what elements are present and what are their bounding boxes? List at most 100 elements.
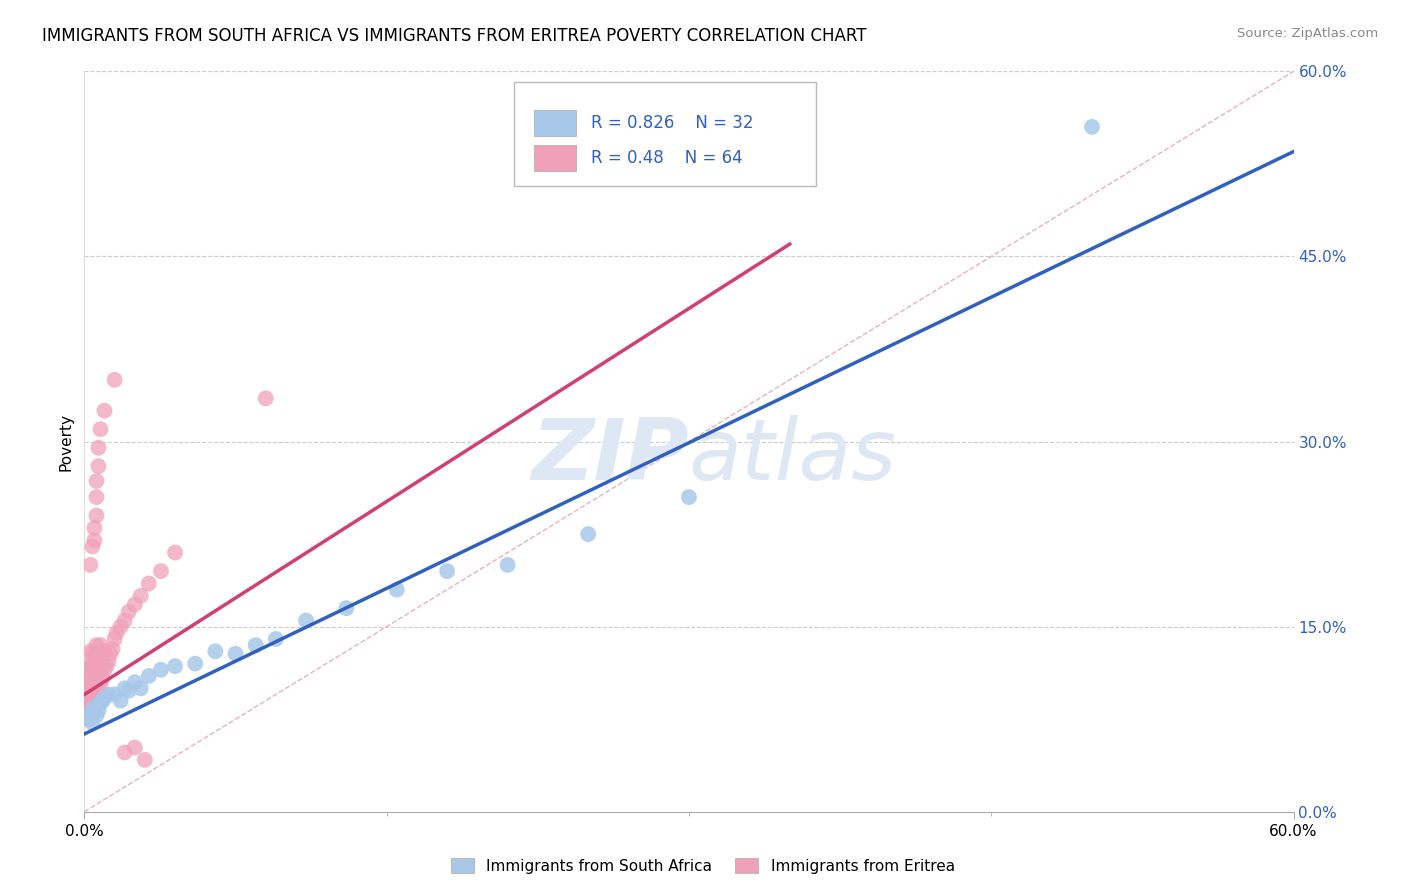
Point bbox=[82, 540, 104, 554]
Point bbox=[87, 683, 110, 698]
Point bbox=[436, 564, 458, 578]
Point bbox=[77, 712, 100, 726]
Point bbox=[1081, 120, 1104, 134]
Point bbox=[149, 564, 172, 578]
Point bbox=[82, 688, 104, 702]
Point bbox=[83, 679, 105, 693]
Text: Source: ZipAtlas.com: Source: ZipAtlas.com bbox=[1237, 27, 1378, 40]
Point bbox=[89, 696, 111, 710]
Point bbox=[101, 641, 124, 656]
Point bbox=[77, 663, 100, 677]
Point bbox=[75, 699, 97, 714]
Point bbox=[86, 688, 108, 702]
Point bbox=[165, 546, 187, 560]
Point bbox=[93, 691, 115, 706]
Point bbox=[118, 683, 141, 698]
Point bbox=[86, 657, 108, 671]
Point bbox=[86, 708, 108, 723]
Point bbox=[385, 582, 408, 597]
Point bbox=[82, 659, 104, 673]
Point bbox=[110, 619, 132, 633]
Point bbox=[264, 632, 287, 646]
Point bbox=[496, 558, 519, 572]
Point bbox=[678, 490, 700, 504]
Point bbox=[91, 672, 114, 686]
Point bbox=[79, 688, 101, 702]
Text: ZIP: ZIP bbox=[531, 415, 689, 498]
Point bbox=[245, 638, 267, 652]
Point bbox=[114, 681, 136, 696]
Point bbox=[87, 441, 110, 455]
Point bbox=[82, 647, 104, 661]
Point bbox=[83, 521, 105, 535]
Point bbox=[254, 392, 277, 406]
Text: R = 0.826    N = 32: R = 0.826 N = 32 bbox=[591, 114, 754, 132]
Point bbox=[295, 614, 318, 628]
Point bbox=[86, 490, 108, 504]
Point bbox=[576, 527, 599, 541]
Point bbox=[86, 508, 108, 523]
Point bbox=[86, 474, 108, 488]
Point bbox=[124, 740, 146, 755]
Point bbox=[79, 706, 101, 720]
Point bbox=[100, 647, 122, 661]
Text: R = 0.48    N = 64: R = 0.48 N = 64 bbox=[591, 149, 742, 168]
Point bbox=[87, 647, 110, 661]
Point bbox=[149, 663, 172, 677]
Point bbox=[79, 669, 101, 683]
Text: IMMIGRANTS FROM SOUTH AFRICA VS IMMIGRANTS FROM ERITREA POVERTY CORRELATION CHAR: IMMIGRANTS FROM SOUTH AFRICA VS IMMIGRAN… bbox=[42, 27, 866, 45]
Point bbox=[87, 459, 110, 474]
Point bbox=[89, 679, 111, 693]
Point bbox=[93, 644, 115, 658]
Point bbox=[114, 614, 136, 628]
Point bbox=[138, 669, 160, 683]
Point bbox=[129, 589, 152, 603]
Point bbox=[104, 373, 127, 387]
Point bbox=[82, 699, 104, 714]
Point bbox=[204, 644, 226, 658]
Point bbox=[75, 675, 97, 690]
Point bbox=[79, 699, 101, 714]
Point bbox=[89, 659, 111, 673]
Point bbox=[77, 706, 100, 720]
Legend: Immigrants from South Africa, Immigrants from Eritrea: Immigrants from South Africa, Immigrants… bbox=[446, 852, 960, 880]
FancyBboxPatch shape bbox=[513, 82, 815, 186]
Point bbox=[93, 403, 115, 417]
FancyBboxPatch shape bbox=[534, 145, 576, 171]
Point bbox=[118, 605, 141, 619]
Point bbox=[79, 644, 101, 658]
Text: atlas: atlas bbox=[689, 415, 897, 498]
Point bbox=[138, 576, 160, 591]
Point bbox=[77, 694, 100, 708]
Point bbox=[225, 647, 247, 661]
Point bbox=[77, 681, 100, 696]
Point bbox=[89, 422, 111, 436]
Point bbox=[110, 694, 132, 708]
Point bbox=[104, 688, 127, 702]
Point bbox=[83, 650, 105, 665]
Point bbox=[105, 625, 128, 640]
Point bbox=[97, 688, 120, 702]
Point bbox=[129, 681, 152, 696]
Point bbox=[91, 694, 114, 708]
Point bbox=[83, 533, 105, 548]
Point bbox=[87, 704, 110, 718]
Point bbox=[82, 715, 104, 730]
Y-axis label: Poverty: Poverty bbox=[58, 412, 73, 471]
Point bbox=[93, 663, 115, 677]
Point bbox=[134, 753, 156, 767]
Point bbox=[97, 654, 120, 668]
Point bbox=[87, 666, 110, 681]
Point bbox=[86, 638, 108, 652]
Point bbox=[79, 558, 101, 572]
Point bbox=[114, 746, 136, 760]
Point bbox=[79, 657, 101, 671]
Point bbox=[89, 638, 111, 652]
Point bbox=[75, 688, 97, 702]
Point bbox=[82, 672, 104, 686]
Point bbox=[184, 657, 207, 671]
Point bbox=[83, 663, 105, 677]
Point bbox=[165, 659, 187, 673]
Point bbox=[83, 699, 105, 714]
Point bbox=[96, 659, 118, 673]
